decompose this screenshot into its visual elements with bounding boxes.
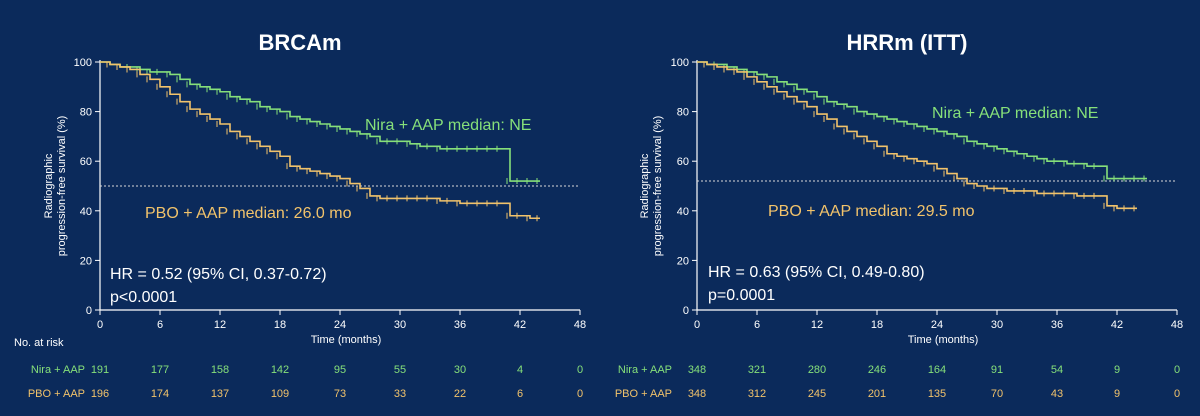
at-risk-value: 0 — [1174, 364, 1180, 376]
series-label: Nira + AAP median: NE — [365, 117, 531, 134]
chart-title: BRCAm — [258, 30, 341, 55]
y-tick-label: 20 — [80, 255, 92, 267]
x-tick-label: 12 — [811, 319, 823, 331]
at-risk-value: 0 — [1174, 388, 1180, 400]
x-tick-label: 18 — [871, 319, 883, 331]
at-risk-value: 22 — [454, 388, 466, 400]
y-tick-label: 0 — [683, 305, 689, 317]
y-tick-label: 0 — [86, 305, 92, 317]
hazard-ratio-text: HR = 0.52 (95% CI, 0.37-0.72) — [110, 266, 327, 283]
y-tick-label: 100 — [74, 57, 92, 69]
x-axis-label: Time (months) — [908, 334, 979, 346]
y-tick-label: 100 — [671, 57, 689, 69]
at-risk-value: 9 — [1114, 364, 1120, 376]
km-panel-2: HRRm (ITT) 0 20 40 60 80 100 0 6 12 18 24 30 36 42 48 Ti… — [615, 30, 1183, 400]
series-line-nira-aap — [697, 61, 1147, 180]
at-risk-row-label: PBO + AAP — [28, 388, 85, 400]
at-risk-value: 91 — [991, 364, 1003, 376]
at-risk-value: 0 — [577, 364, 583, 376]
at-risk-value: 201 — [868, 388, 886, 400]
at-risk-value: 177 — [151, 364, 169, 376]
chart-title: HRRm (ITT) — [847, 30, 968, 55]
x-tick-label: 30 — [394, 319, 406, 331]
y-tick-label: 60 — [677, 156, 689, 168]
y-axis-label: Radiographicprogression-free survival (%… — [43, 116, 68, 257]
at-risk-row-label: Nira + AAP — [31, 364, 85, 376]
at-risk-value: 158 — [211, 364, 229, 376]
at-risk-value: 30 — [454, 364, 466, 376]
x-tick-label: 0 — [694, 319, 700, 331]
x-tick-label: 12 — [214, 319, 226, 331]
p-value-text: p=0.0001 — [708, 287, 775, 304]
series-line-pbo-aap — [697, 61, 1137, 210]
at-risk-value: 280 — [808, 364, 826, 376]
x-tick-label: 42 — [514, 319, 526, 331]
x-tick-label: 0 — [97, 319, 103, 331]
y-tick-label: 20 — [677, 255, 689, 267]
at-risk-value: 196 — [91, 388, 109, 400]
at-risk-value: 55 — [394, 364, 406, 376]
at-risk-value: 135 — [928, 388, 946, 400]
at-risk-value: 4 — [517, 364, 523, 376]
y-axis-label: Radiographicprogression-free survival (%… — [639, 116, 664, 257]
x-axis-label: Time (months) — [311, 334, 382, 346]
y-tick-label: 60 — [80, 156, 92, 168]
at-risk-value: 0 — [577, 388, 583, 400]
at-risk-row-label: Nira + AAP — [618, 364, 672, 376]
x-tick-label: 36 — [1051, 319, 1063, 331]
at-risk-value: 54 — [1051, 364, 1063, 376]
at-risk-value: 348 — [688, 388, 706, 400]
x-tick-label: 30 — [991, 319, 1003, 331]
at-risk-value: 95 — [334, 364, 346, 376]
y-tick-label: 80 — [80, 107, 92, 119]
p-value-text: p<0.0001 — [110, 289, 177, 306]
at-risk-value: 137 — [211, 388, 229, 400]
at-risk-value: 33 — [394, 388, 406, 400]
at-risk-value: 246 — [868, 364, 886, 376]
x-tick-label: 48 — [1171, 319, 1183, 331]
series-line-pbo-aap — [100, 61, 540, 220]
at-risk-value: 321 — [748, 364, 766, 376]
y-tick-label: 40 — [80, 206, 92, 218]
at-risk-value: 164 — [928, 364, 946, 376]
at-risk-value: 73 — [334, 388, 346, 400]
at-risk-value: 312 — [748, 388, 766, 400]
series-label: PBO + AAP median: 26.0 mo — [145, 205, 352, 222]
at-risk-value: 43 — [1051, 388, 1063, 400]
y-tick-label: 80 — [677, 107, 689, 119]
at-risk-value: 191 — [91, 364, 109, 376]
at-risk-value: 6 — [517, 388, 523, 400]
at-risk-value: 142 — [271, 364, 289, 376]
at-risk-value: 70 — [991, 388, 1003, 400]
x-tick-label: 24 — [334, 319, 346, 331]
x-tick-label: 24 — [931, 319, 943, 331]
x-tick-label: 18 — [274, 319, 286, 331]
at-risk-row-label: PBO + AAP — [615, 388, 672, 400]
at-risk-value: 245 — [808, 388, 826, 400]
x-tick-label: 42 — [1111, 319, 1123, 331]
series-label: PBO + AAP median: 29.5 mo — [768, 203, 975, 220]
x-tick-label: 6 — [157, 319, 163, 331]
at-risk-value: 9 — [1114, 388, 1120, 400]
at-risk-value: 174 — [151, 388, 169, 400]
at-risk-value: 109 — [271, 388, 289, 400]
at-risk-value: 348 — [688, 364, 706, 376]
x-tick-label: 48 — [574, 319, 586, 331]
series-label: Nira + AAP median: NE — [932, 105, 1098, 122]
at-risk-header: No. at risk — [14, 337, 64, 349]
hazard-ratio-text: HR = 0.63 (95% CI, 0.49-0.80) — [708, 264, 925, 281]
x-tick-label: 36 — [454, 319, 466, 331]
x-tick-label: 6 — [754, 319, 760, 331]
y-tick-label: 40 — [677, 206, 689, 218]
